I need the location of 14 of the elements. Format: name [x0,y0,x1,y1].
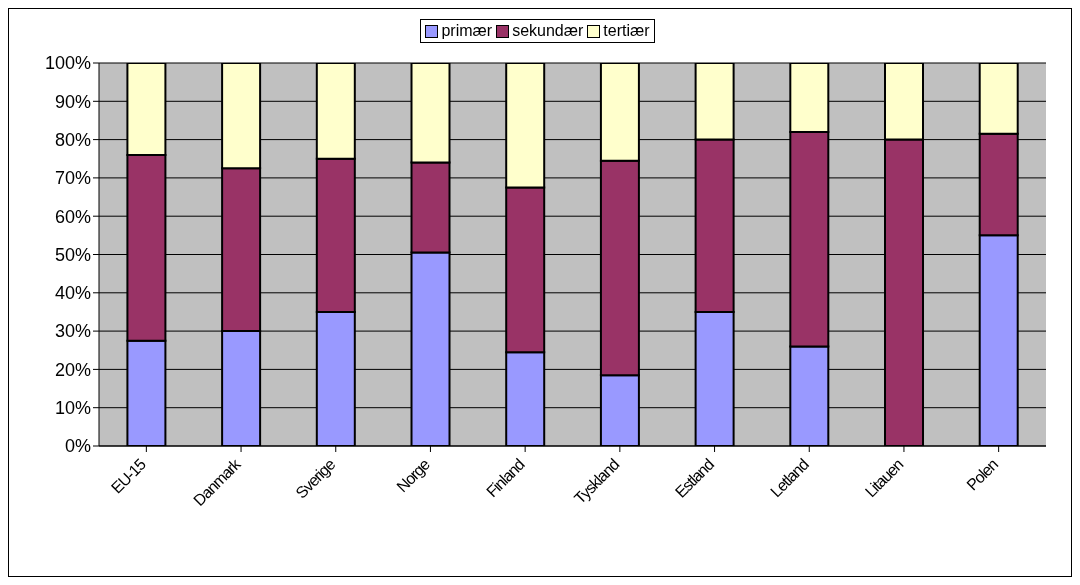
y-tick-label: 50% [54,244,91,265]
y-tick-label: 30% [54,321,91,342]
y-tick-label: 60% [54,206,91,227]
y-tick-label: 90% [54,91,91,112]
legend-label: sekundær [511,22,584,40]
y-tick-label: 20% [54,359,91,380]
legend-label: primær [440,22,493,40]
y-tick-label: 10% [54,398,91,419]
y-tick-label: 80% [54,129,91,150]
y-tick-label: 0% [64,436,91,457]
y-tick-label: 40% [54,283,91,304]
y-tick-label: 100% [44,53,91,74]
legend-label: tertiær [602,22,650,40]
y-tick-label: 70% [54,168,91,189]
